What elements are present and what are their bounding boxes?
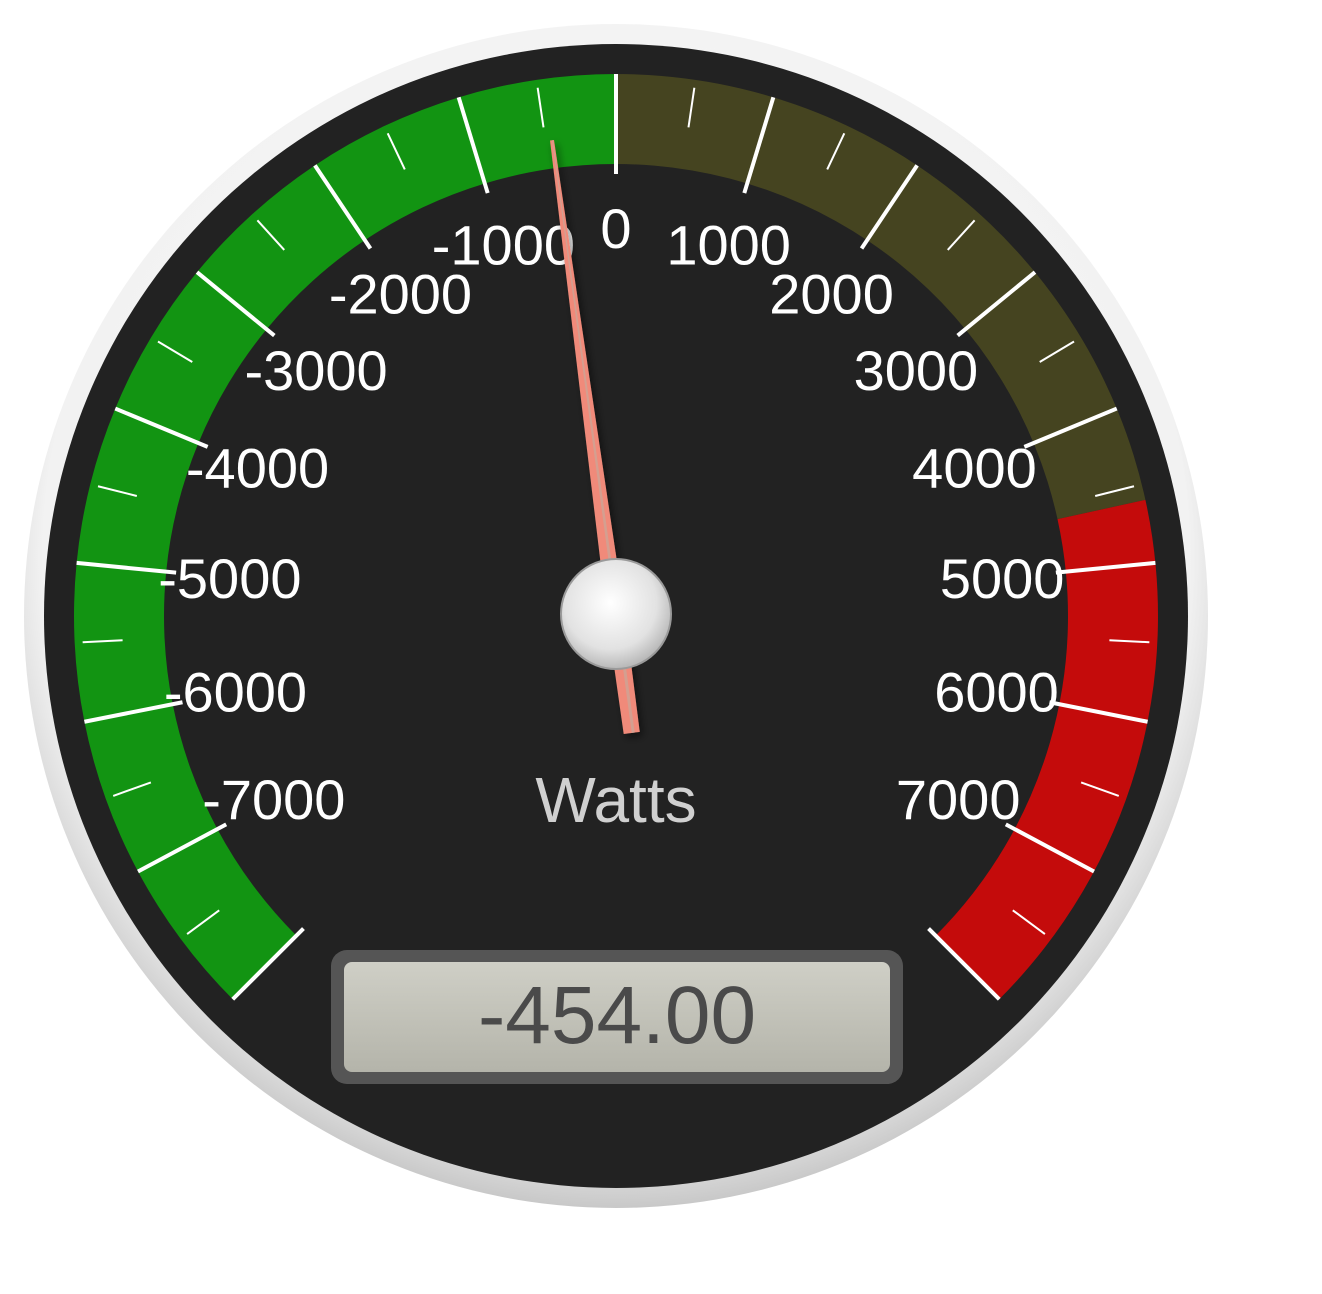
major-tick: [859, 164, 919, 250]
major-tick: [1004, 822, 1095, 874]
major-tick: [927, 927, 1001, 1001]
tick-label: 6000: [934, 661, 1059, 724]
tick-label: 2000: [769, 262, 894, 325]
gauge-tick-labels: -7000 -6000 -5000 -4000 -3000 -2000-1000 0 1000…: [158, 197, 1064, 831]
tick-label: 7000: [896, 768, 1021, 831]
minor-tick: [826, 132, 846, 170]
minor-tick: [1039, 340, 1075, 363]
minor-tick: [536, 87, 545, 128]
minor-tick: [97, 485, 138, 497]
gauge-highlight-bands: [73, 74, 1158, 1000]
highlight-band-2: [935, 499, 1158, 1000]
gauge-major-ticks: [76, 74, 1156, 1001]
major-tick: [76, 560, 177, 575]
value-readout: -454.00: [331, 950, 903, 1084]
minor-tick: [82, 639, 123, 644]
gauge-minor-ticks: [82, 87, 1150, 935]
major-tick: [1023, 406, 1118, 449]
major-tick: [195, 270, 276, 338]
minor-tick: [386, 132, 406, 170]
minor-tick: [112, 781, 152, 797]
tick-label: 1000: [666, 214, 791, 277]
highlight-band-0: [73, 74, 616, 1000]
major-tick: [956, 270, 1037, 338]
readout-background: [344, 962, 890, 1072]
tick-label: 0: [600, 197, 631, 260]
major-tick: [231, 927, 305, 1001]
major-tick: [114, 406, 209, 449]
tick-label: -1000: [432, 214, 575, 277]
tick-label: 4000: [912, 437, 1037, 500]
minor-tick: [1080, 781, 1120, 797]
minor-tick: [256, 219, 285, 251]
readout-value: -454.00: [478, 970, 756, 1061]
minor-tick: [687, 87, 696, 128]
tick-label: -5000: [158, 547, 301, 610]
tick-label: -2000: [329, 262, 472, 325]
major-tick: [742, 96, 776, 194]
minor-tick: [1109, 639, 1150, 644]
minor-tick: [947, 219, 976, 251]
tick-label: 5000: [940, 547, 1065, 610]
minor-tick: [1012, 909, 1046, 935]
minor-tick: [186, 909, 220, 935]
units-label: Watts: [535, 764, 696, 836]
needle-hub: [560, 558, 672, 670]
major-tick: [313, 164, 373, 250]
minor-tick: [1094, 485, 1135, 497]
tick-label: 3000: [854, 339, 979, 402]
tick-label: -7000: [202, 768, 345, 831]
major-tick: [137, 822, 228, 874]
tick-label: -3000: [244, 339, 387, 402]
minor-tick: [157, 340, 193, 363]
tick-label: -6000: [164, 661, 307, 724]
major-tick: [456, 96, 490, 194]
tick-label: -4000: [186, 437, 329, 500]
major-tick: [1049, 700, 1148, 724]
major-tick: [84, 700, 183, 724]
major-tick: [1055, 560, 1156, 575]
highlight-band-1: [616, 74, 1146, 520]
